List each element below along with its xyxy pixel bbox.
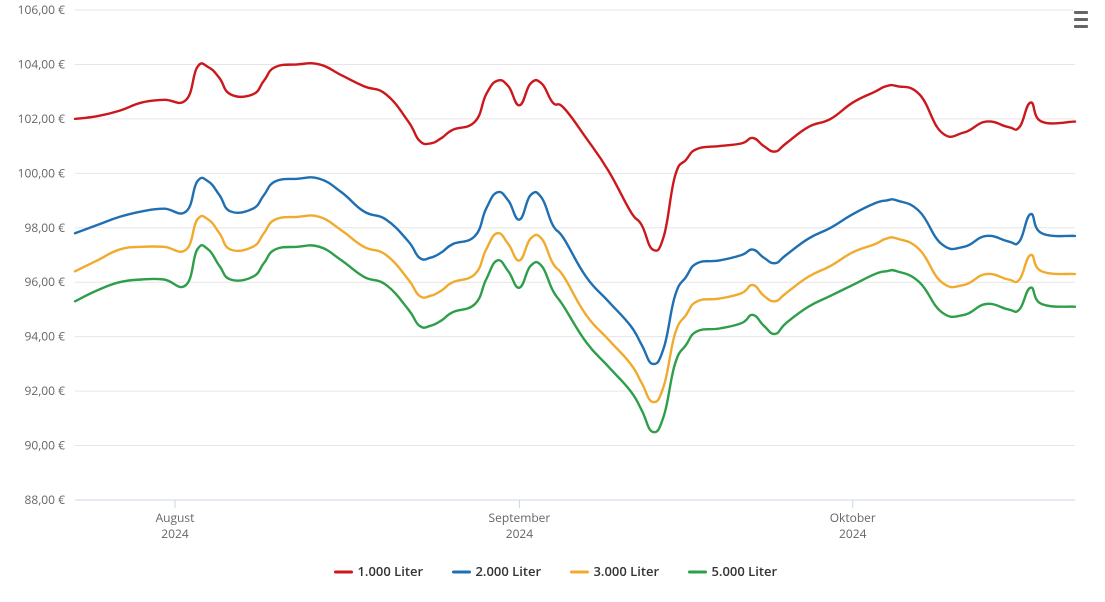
x-axis-sublabel: 2024: [161, 525, 189, 542]
y-axis-label: 100,00 €: [18, 164, 66, 181]
legend-label[interactable]: 5.000 Liter: [712, 562, 778, 580]
x-axis-label: September: [489, 509, 551, 526]
y-axis-label: 94,00 €: [24, 328, 65, 345]
chart-menu-button[interactable]: [1069, 8, 1093, 30]
x-axis-label: Oktober: [830, 509, 876, 526]
series-line: [75, 63, 1075, 250]
y-axis-label: 104,00 €: [18, 55, 66, 72]
price-line-chart: 88,00 € 90,00 € 92,00 € 94,00 € 96,00 € 98,00…: [0, 0, 1105, 602]
y-axis-label: 88,00 €: [24, 491, 65, 508]
legend-label[interactable]: 1.000 Liter: [358, 562, 424, 580]
y-axis-label: 106,00 €: [18, 1, 66, 18]
x-axis-label: August: [156, 509, 195, 526]
y-axis-label: 102,00 €: [18, 110, 66, 127]
chart-svg: 88,00 € 90,00 € 92,00 € 94,00 € 96,00 € 98,00…: [0, 0, 1105, 602]
y-axis-label: 98,00 €: [24, 219, 65, 236]
x-axis-sublabel: 2024: [839, 525, 867, 542]
x-axis-sublabel: 2024: [506, 525, 534, 542]
series-line: [75, 215, 1075, 402]
legend-label[interactable]: 2.000 Liter: [476, 562, 542, 580]
legend-label[interactable]: 3.000 Liter: [594, 562, 660, 580]
y-axis-label: 96,00 €: [24, 273, 65, 290]
y-axis-label: 90,00 €: [24, 437, 65, 454]
series-line: [75, 245, 1075, 432]
y-axis-label: 92,00 €: [24, 382, 65, 399]
series-line: [75, 177, 1075, 364]
